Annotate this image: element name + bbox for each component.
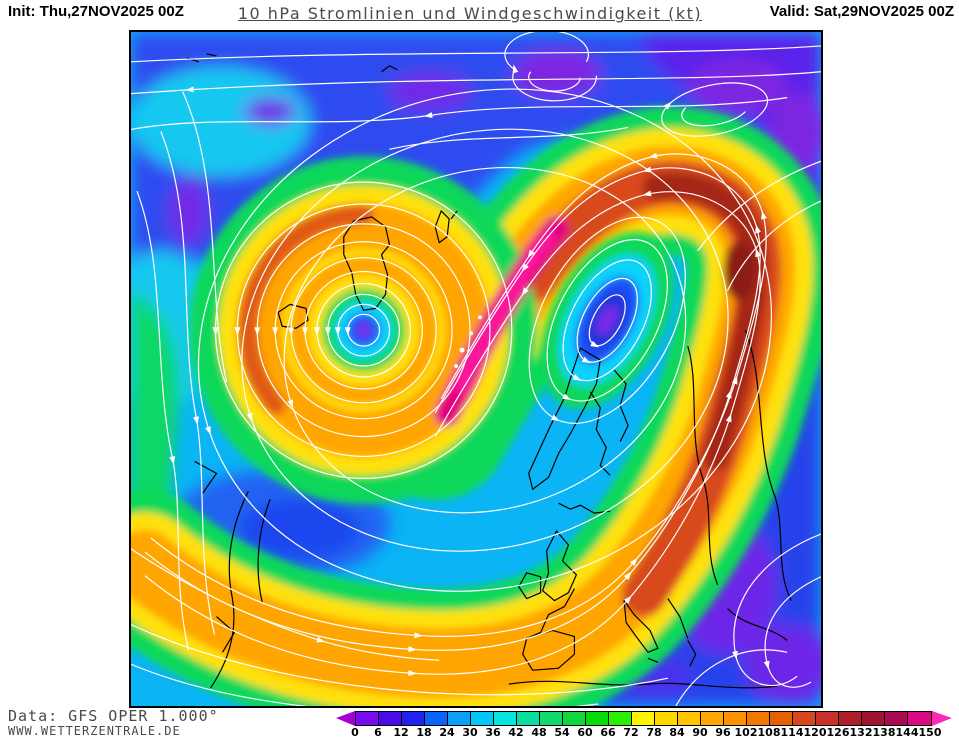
legend-tick-label: 0 bbox=[351, 726, 359, 739]
legend-tick-label: 36 bbox=[485, 726, 501, 739]
valid-timestamp: Valid: Sat,29NOV2025 00Z bbox=[769, 3, 954, 20]
legend-segment bbox=[793, 712, 816, 725]
legend-tick-label: 108 bbox=[757, 726, 781, 739]
legend-segment bbox=[747, 712, 770, 725]
streamline-map-graphic bbox=[131, 32, 821, 706]
legend-segment bbox=[632, 712, 655, 725]
legend-segment bbox=[862, 712, 885, 725]
legend-segment bbox=[448, 712, 471, 725]
wind-speed-field bbox=[131, 32, 821, 706]
legend-segment bbox=[908, 712, 931, 725]
legend-segment bbox=[379, 712, 402, 725]
legend-segment bbox=[816, 712, 839, 725]
legend-segment bbox=[609, 712, 632, 725]
legend-segment bbox=[770, 712, 793, 725]
legend-tick-label: 144 bbox=[895, 726, 919, 739]
legend-tick-label: 102 bbox=[734, 726, 758, 739]
legend-tick-label: 90 bbox=[692, 726, 708, 739]
legend-tick-label: 66 bbox=[600, 726, 616, 739]
legend-tick-label: 138 bbox=[872, 726, 896, 739]
legend-segment bbox=[839, 712, 862, 725]
legend-tick-label: 6 bbox=[374, 726, 382, 739]
legend-segment bbox=[471, 712, 494, 725]
data-source-label: Data: GFS OPER 1.000° bbox=[8, 707, 219, 725]
legend-tick-label: 24 bbox=[439, 726, 455, 739]
legend-segment bbox=[701, 712, 724, 725]
legend-segment bbox=[540, 712, 563, 725]
legend-tick-label: 60 bbox=[577, 726, 593, 739]
legend-segment bbox=[494, 712, 517, 725]
legend-segment bbox=[885, 712, 908, 725]
page-title: 10 hPa Stromlinien und Windgeschwindigke… bbox=[237, 4, 703, 23]
legend-tick-label: 96 bbox=[715, 726, 731, 739]
legend-segment bbox=[517, 712, 540, 725]
legend-tick-label: 78 bbox=[646, 726, 662, 739]
legend-segment bbox=[586, 712, 609, 725]
legend-segment bbox=[678, 712, 701, 725]
website-label: WWW.WETTERZENTRALE.DE bbox=[8, 724, 181, 738]
weather-map bbox=[129, 30, 823, 708]
wind-speed-legend: 0 6 12 18 24 30 36 42 48 54 60 66 72 78 84 90 96 102 108 11… bbox=[336, 711, 952, 741]
legend-segment bbox=[655, 712, 678, 725]
legend-tick-label: 132 bbox=[849, 726, 873, 739]
legend-segment bbox=[402, 712, 425, 725]
legend-tick-label: 120 bbox=[803, 726, 827, 739]
legend-overflow-arrow bbox=[932, 711, 952, 726]
legend-tick-label: 18 bbox=[416, 726, 432, 739]
legend-tick-label: 12 bbox=[393, 726, 409, 739]
legend-tick-label: 30 bbox=[462, 726, 478, 739]
legend-tick-label: 42 bbox=[508, 726, 524, 739]
streamlines bbox=[131, 32, 821, 706]
legend-underflow-arrow bbox=[336, 711, 355, 726]
legend-tick-label: 54 bbox=[554, 726, 570, 739]
legend-segment bbox=[356, 712, 379, 725]
legend-tick-label: 48 bbox=[531, 726, 547, 739]
init-timestamp: Init: Thu,27NOV2025 00Z bbox=[8, 3, 184, 20]
legend-segment bbox=[724, 712, 747, 725]
legend-segment bbox=[563, 712, 586, 725]
legend-tick-label: 150 bbox=[918, 726, 942, 739]
legend-bar bbox=[355, 711, 932, 726]
legend-tick-label: 114 bbox=[780, 726, 804, 739]
legend-tick-label: 84 bbox=[669, 726, 685, 739]
legend-segment bbox=[425, 712, 448, 725]
legend-tick-label: 126 bbox=[826, 726, 850, 739]
legend-tick-label: 72 bbox=[623, 726, 639, 739]
